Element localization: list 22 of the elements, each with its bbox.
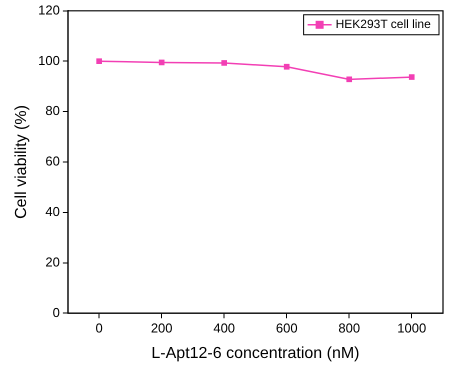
x-tick-label: 200 xyxy=(150,320,173,336)
y-tick-label: 120 xyxy=(38,2,60,18)
y-tick-label: 100 xyxy=(38,52,60,68)
y-axis-title: Cell viability (%) xyxy=(13,105,30,219)
x-tick-label: 400 xyxy=(213,320,236,336)
x-axis-title: L-Apt12-6 concentration (nM) xyxy=(151,344,360,362)
y-tick-label: 80 xyxy=(45,103,60,118)
point xyxy=(221,60,228,66)
y-tick-label: 60 xyxy=(45,154,60,169)
x-tick-label: 0 xyxy=(96,320,103,336)
y-tick-label: 40 xyxy=(45,204,60,219)
point xyxy=(346,76,352,82)
y-tick-label: 20 xyxy=(45,254,60,270)
point xyxy=(408,74,415,80)
x-tick-label: 800 xyxy=(338,320,360,336)
legend-label: HEK293T cell line xyxy=(336,17,432,32)
point xyxy=(96,58,102,64)
point xyxy=(158,60,164,66)
point xyxy=(284,64,290,70)
x-tick-label: 600 xyxy=(276,320,298,336)
y-tick-label: 0 xyxy=(52,304,60,320)
x-tick-label: 1000 xyxy=(397,320,426,336)
